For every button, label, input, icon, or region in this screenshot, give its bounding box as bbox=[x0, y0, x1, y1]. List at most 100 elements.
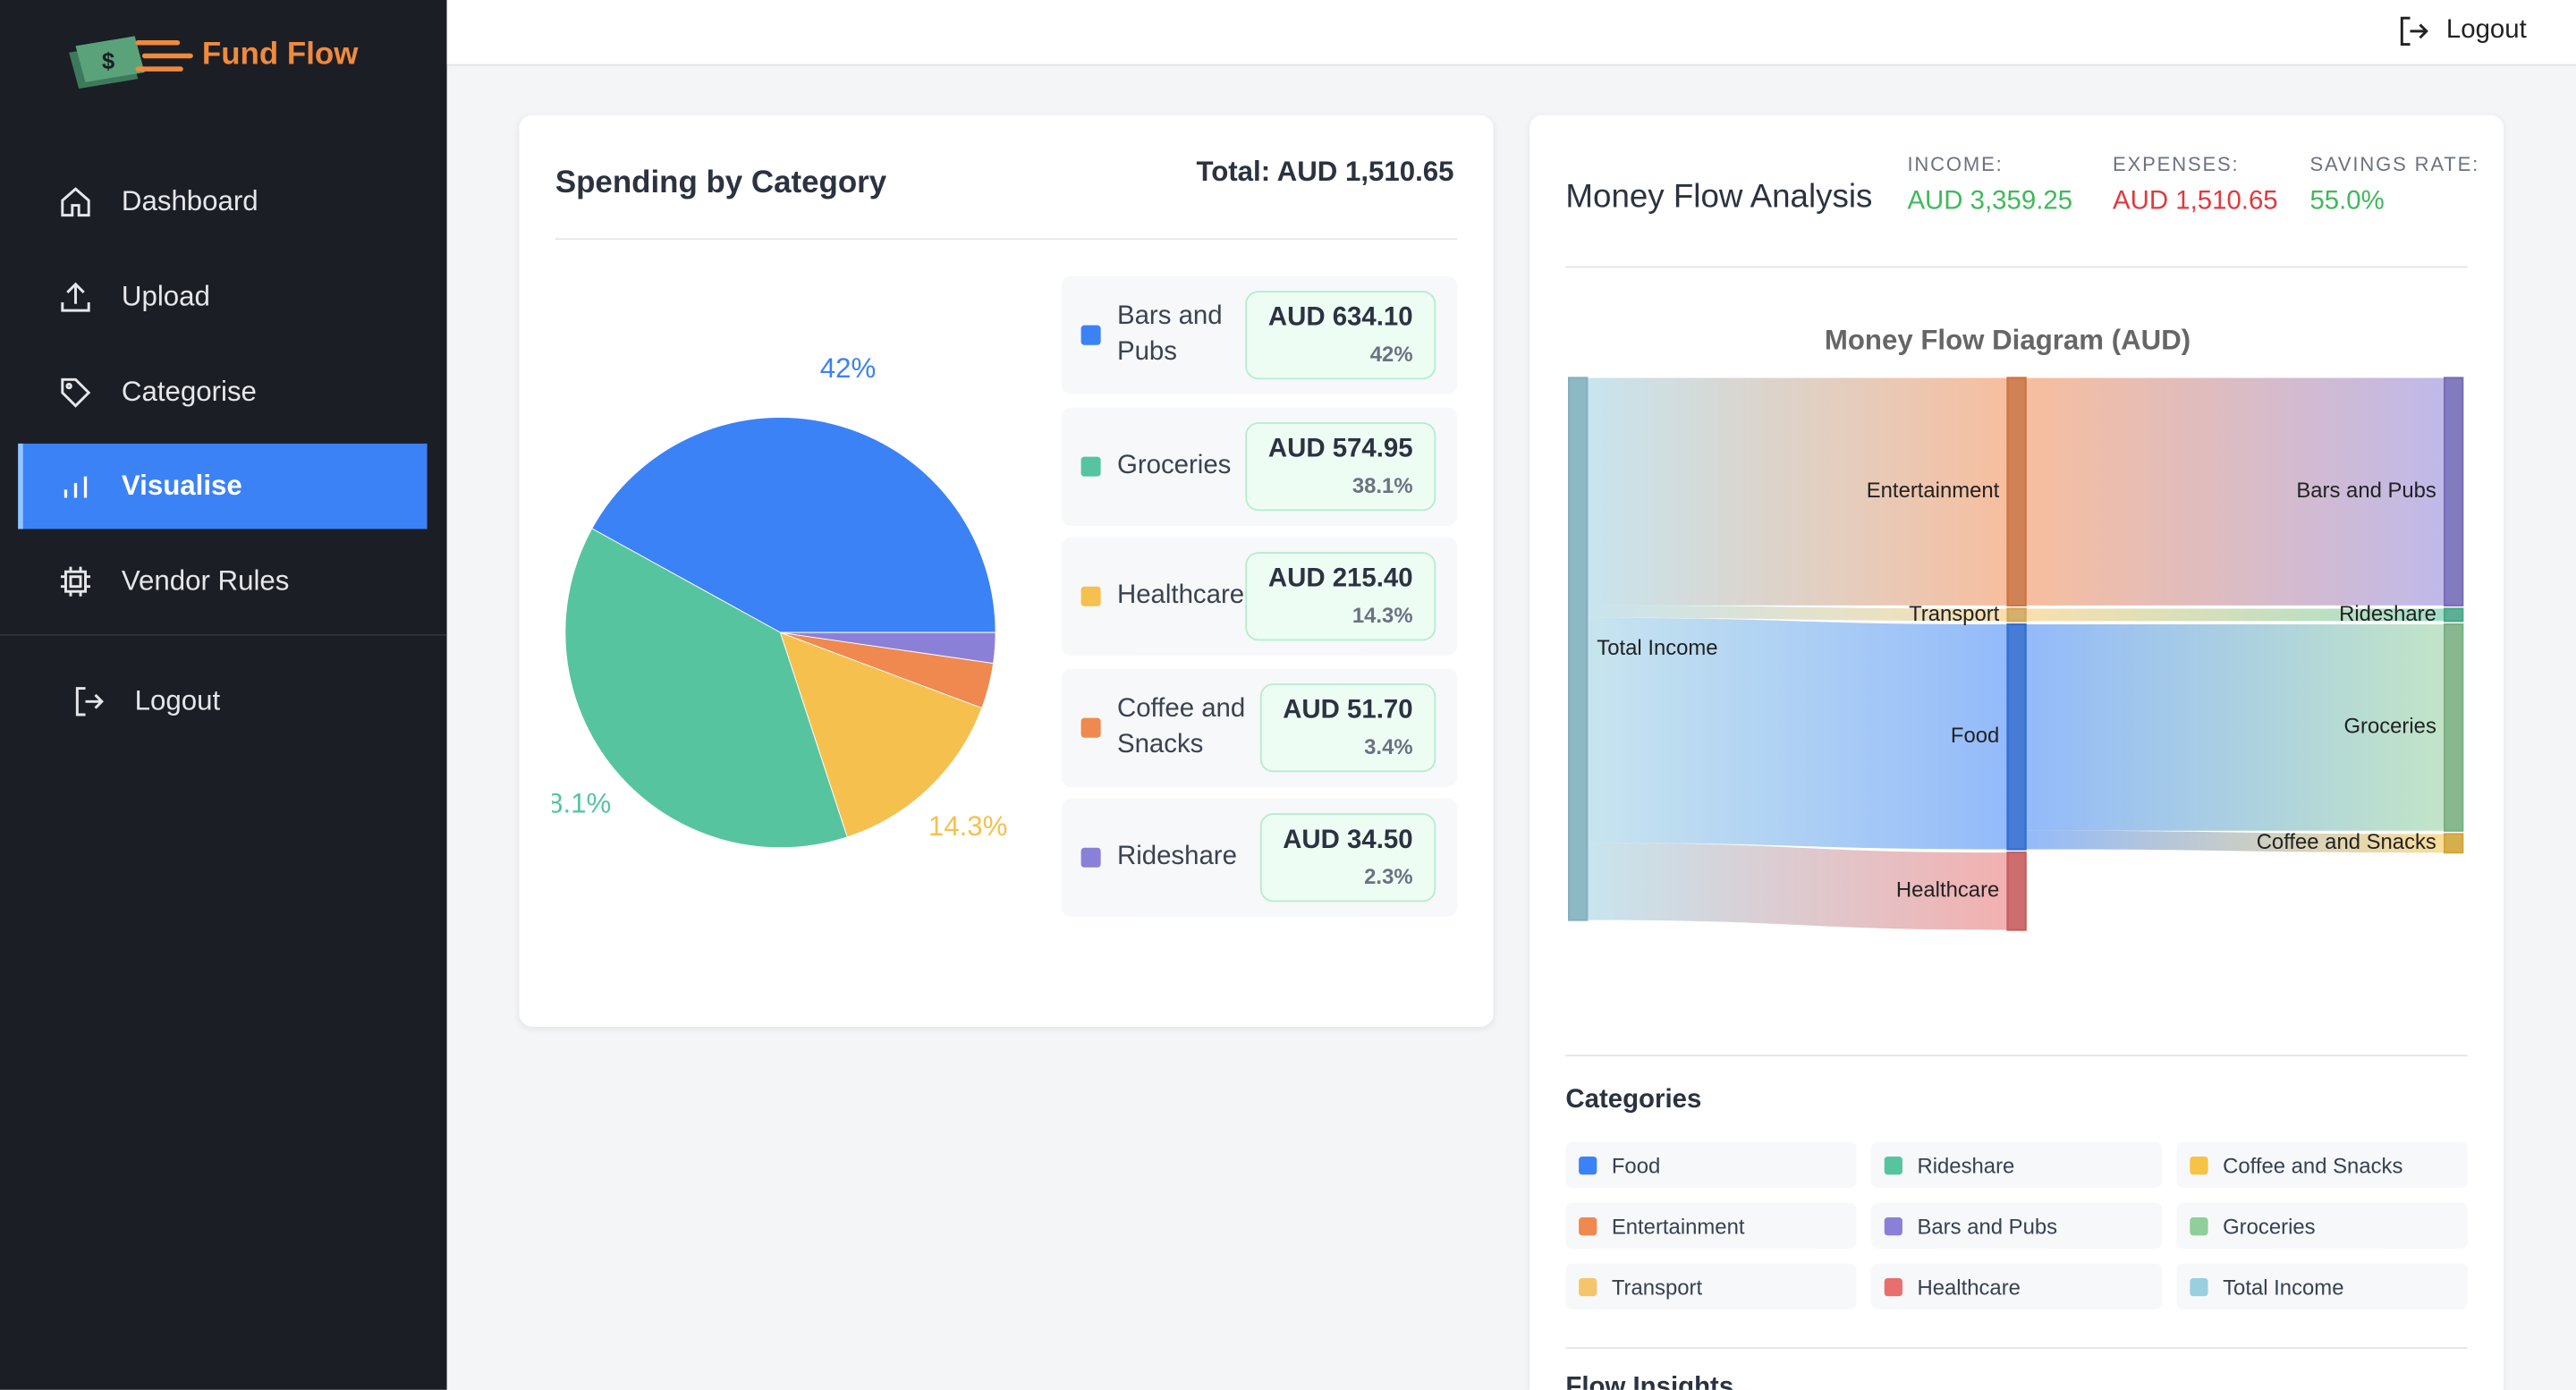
node-label: Food bbox=[1951, 724, 1999, 748]
category-swatch bbox=[1884, 1156, 1902, 1174]
flow-link bbox=[2025, 608, 2445, 622]
category-name: Healthcare bbox=[1917, 1274, 2021, 1299]
percent: 3.4% bbox=[1364, 733, 1413, 759]
stat-label: INCOME: bbox=[1907, 152, 2004, 176]
category-item: Bars and Pubs bbox=[1871, 1202, 2163, 1249]
category-name: Transport bbox=[1611, 1274, 1703, 1299]
divider bbox=[1565, 1055, 2468, 1057]
node-label: Rideshare bbox=[2339, 602, 2436, 626]
amount: AUD 51.70 bbox=[1283, 695, 1413, 725]
divider bbox=[555, 238, 1458, 241]
logo: $ bbox=[69, 36, 193, 89]
flow-node bbox=[2443, 377, 2464, 606]
stat-value: AUD 3,359.25 bbox=[1907, 187, 2073, 216]
divider bbox=[0, 633, 447, 636]
category-item: Rideshare bbox=[1871, 1141, 2163, 1188]
section-title: Flow Insights bbox=[1565, 1373, 1734, 1390]
category-item: Groceries bbox=[2176, 1202, 2468, 1249]
section-title: Categories bbox=[1565, 1086, 1702, 1115]
pie-slice bbox=[779, 631, 983, 838]
stat-value: AUD 1,510.65 bbox=[2113, 187, 2278, 216]
sidebar: $ Fund Flow Dashboard Upload Categorise … bbox=[0, 0, 447, 1390]
nav-label[interactable]: Dashboard bbox=[121, 185, 258, 217]
legend-name: Groceries bbox=[1116, 451, 1232, 479]
amount: AUD 215.40 bbox=[1267, 564, 1413, 594]
logout-button[interactable]: Logout bbox=[2445, 16, 2527, 45]
divider bbox=[1565, 1347, 2468, 1349]
logout-label[interactable]: Logout bbox=[134, 684, 221, 716]
category-name: Bars and Pubs bbox=[1917, 1213, 2058, 1238]
legend-item: Bars and Pubs AUD 634.10 42% bbox=[1061, 275, 1458, 394]
topbar: Logout bbox=[446, 0, 2576, 66]
flow-node bbox=[2443, 833, 2464, 854]
category-swatch bbox=[1579, 1156, 1597, 1174]
legend-item: Healthcare AUD 215.40 14.3% bbox=[1061, 537, 1458, 656]
node-label: Bars and Pubs bbox=[2296, 479, 2436, 503]
amount: AUD 574.95 bbox=[1267, 434, 1413, 463]
category-name: Food bbox=[1611, 1152, 1661, 1178]
legend-swatch bbox=[1080, 847, 1101, 868]
amount: AUD 634.10 bbox=[1267, 303, 1413, 333]
flow-link bbox=[2025, 830, 2445, 853]
nav-item[interactable]: Upload bbox=[18, 255, 427, 341]
node-label: Entertainment bbox=[1867, 479, 2000, 503]
pie-slice bbox=[564, 528, 848, 849]
flow-node bbox=[2006, 377, 2027, 606]
pie-slice bbox=[591, 417, 996, 633]
category-swatch bbox=[2190, 1277, 2208, 1296]
total: Total: AUD 1,510.65 bbox=[1196, 156, 1454, 188]
logout-icon[interactable] bbox=[2397, 15, 2430, 48]
nav-item[interactable]: Dashboard bbox=[18, 159, 427, 245]
nav-item[interactable]: Visualise bbox=[18, 443, 428, 530]
nav-label[interactable]: Categorise bbox=[121, 376, 257, 408]
node-label: Total Income bbox=[1597, 636, 1717, 660]
percent: 14.3% bbox=[1352, 603, 1413, 628]
category-name: Coffee and Snacks bbox=[2223, 1152, 2403, 1178]
category-name: Entertainment bbox=[1611, 1213, 1745, 1238]
pie-label: 38.1% bbox=[552, 788, 611, 819]
flow-link bbox=[2025, 624, 2445, 831]
flow-link bbox=[1587, 377, 2008, 606]
stat-label: SAVINGS RATE: bbox=[2309, 152, 2480, 176]
category-item: Healthcare bbox=[1871, 1263, 2163, 1309]
nav-item[interactable]: Vendor Rules bbox=[18, 538, 427, 624]
node-label: Healthcare bbox=[1896, 878, 1999, 903]
nav-label[interactable]: Upload bbox=[121, 281, 210, 312]
category-item: Transport bbox=[1565, 1263, 1857, 1309]
flow-link bbox=[2025, 377, 2445, 606]
node-label: Transport bbox=[1909, 602, 2000, 626]
amount-badge: AUD 215.40 14.3% bbox=[1245, 552, 1436, 641]
category-swatch bbox=[1884, 1216, 1902, 1235]
links bbox=[1587, 377, 2445, 930]
amount-badge: AUD 34.50 2.3% bbox=[1259, 813, 1436, 903]
amount-badge: AUD 51.70 3.4% bbox=[1259, 682, 1436, 772]
sankey-chart: Money Flow Diagram (AUD) Total Income Ente… bbox=[1567, 324, 2464, 931]
category-swatch bbox=[1579, 1277, 1597, 1296]
flow-link bbox=[1587, 617, 2008, 850]
flow-node bbox=[2006, 623, 2027, 851]
nav-item[interactable]: Categorise bbox=[18, 350, 427, 436]
pie-label: 42% bbox=[820, 352, 876, 384]
legend-name: Healthcare bbox=[1116, 581, 1245, 610]
logout[interactable]: Logout bbox=[31, 659, 440, 745]
nav-label[interactable]: Visualise bbox=[121, 470, 242, 502]
category-swatch bbox=[1579, 1216, 1597, 1235]
pie-label: 14.3% bbox=[928, 810, 1008, 842]
legend-swatch bbox=[1080, 716, 1101, 737]
legend-name: Bars and Pubs bbox=[1116, 301, 1223, 367]
legend-item: Coffee and Snacks AUD 51.70 3.4% bbox=[1061, 667, 1458, 786]
flow-node bbox=[1567, 377, 1589, 921]
category-swatch bbox=[2190, 1216, 2208, 1235]
legend-swatch bbox=[1080, 455, 1101, 476]
svg-text:$: $ bbox=[102, 49, 114, 74]
category-item: Food bbox=[1565, 1141, 1857, 1188]
nav-label[interactable]: Vendor Rules bbox=[121, 564, 290, 597]
category-swatch bbox=[1884, 1277, 1902, 1296]
legend-swatch bbox=[1080, 325, 1101, 345]
card-title: Spending by Category bbox=[555, 165, 887, 201]
legend-item: Rideshare AUD 34.50 2.3% bbox=[1061, 798, 1458, 917]
pie-chart: 42% 38.1% 14.3% bbox=[552, 352, 1008, 849]
category-item: Total Income bbox=[2176, 1263, 2468, 1309]
